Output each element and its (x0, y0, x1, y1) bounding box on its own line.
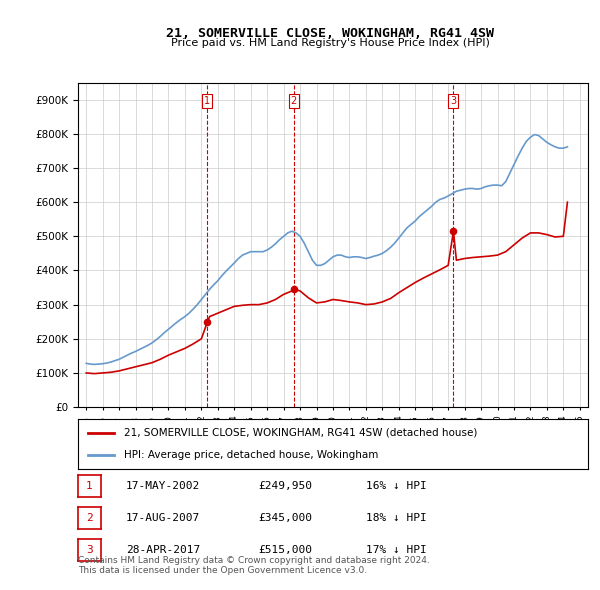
Text: HPI: Average price, detached house, Wokingham: HPI: Average price, detached house, Woki… (124, 450, 378, 460)
Text: Price paid vs. HM Land Registry's House Price Index (HPI): Price paid vs. HM Land Registry's House … (170, 38, 490, 48)
Text: 1: 1 (86, 481, 93, 491)
Text: 2: 2 (291, 96, 297, 106)
Text: 16% ↓ HPI: 16% ↓ HPI (366, 481, 427, 491)
Text: 3: 3 (451, 96, 457, 106)
Text: 21, SOMERVILLE CLOSE, WOKINGHAM, RG41 4SW: 21, SOMERVILLE CLOSE, WOKINGHAM, RG41 4S… (166, 27, 494, 40)
Point (203, 317, 212, 326)
Text: 17% ↓ HPI: 17% ↓ HPI (366, 545, 427, 555)
Text: 1: 1 (205, 96, 211, 106)
Text: 21, SOMERVILLE CLOSE, WOKINGHAM, RG41 4SW (detached house): 21, SOMERVILLE CLOSE, WOKINGHAM, RG41 4S… (124, 428, 477, 438)
Text: 18% ↓ HPI: 18% ↓ HPI (366, 513, 427, 523)
Text: £345,000: £345,000 (258, 513, 312, 523)
Text: £515,000: £515,000 (258, 545, 312, 555)
Text: 17-MAY-2002: 17-MAY-2002 (126, 481, 200, 491)
Text: Contains HM Land Registry data © Crown copyright and database right 2024.
This d: Contains HM Land Registry data © Crown c… (78, 556, 430, 575)
Text: 2: 2 (86, 513, 93, 523)
Text: 3: 3 (86, 545, 93, 555)
Point (449, 227, 458, 236)
Text: 17-AUG-2007: 17-AUG-2007 (126, 513, 200, 523)
Text: £249,950: £249,950 (258, 481, 312, 491)
Point (289, 284, 299, 294)
Text: 28-APR-2017: 28-APR-2017 (126, 545, 200, 555)
